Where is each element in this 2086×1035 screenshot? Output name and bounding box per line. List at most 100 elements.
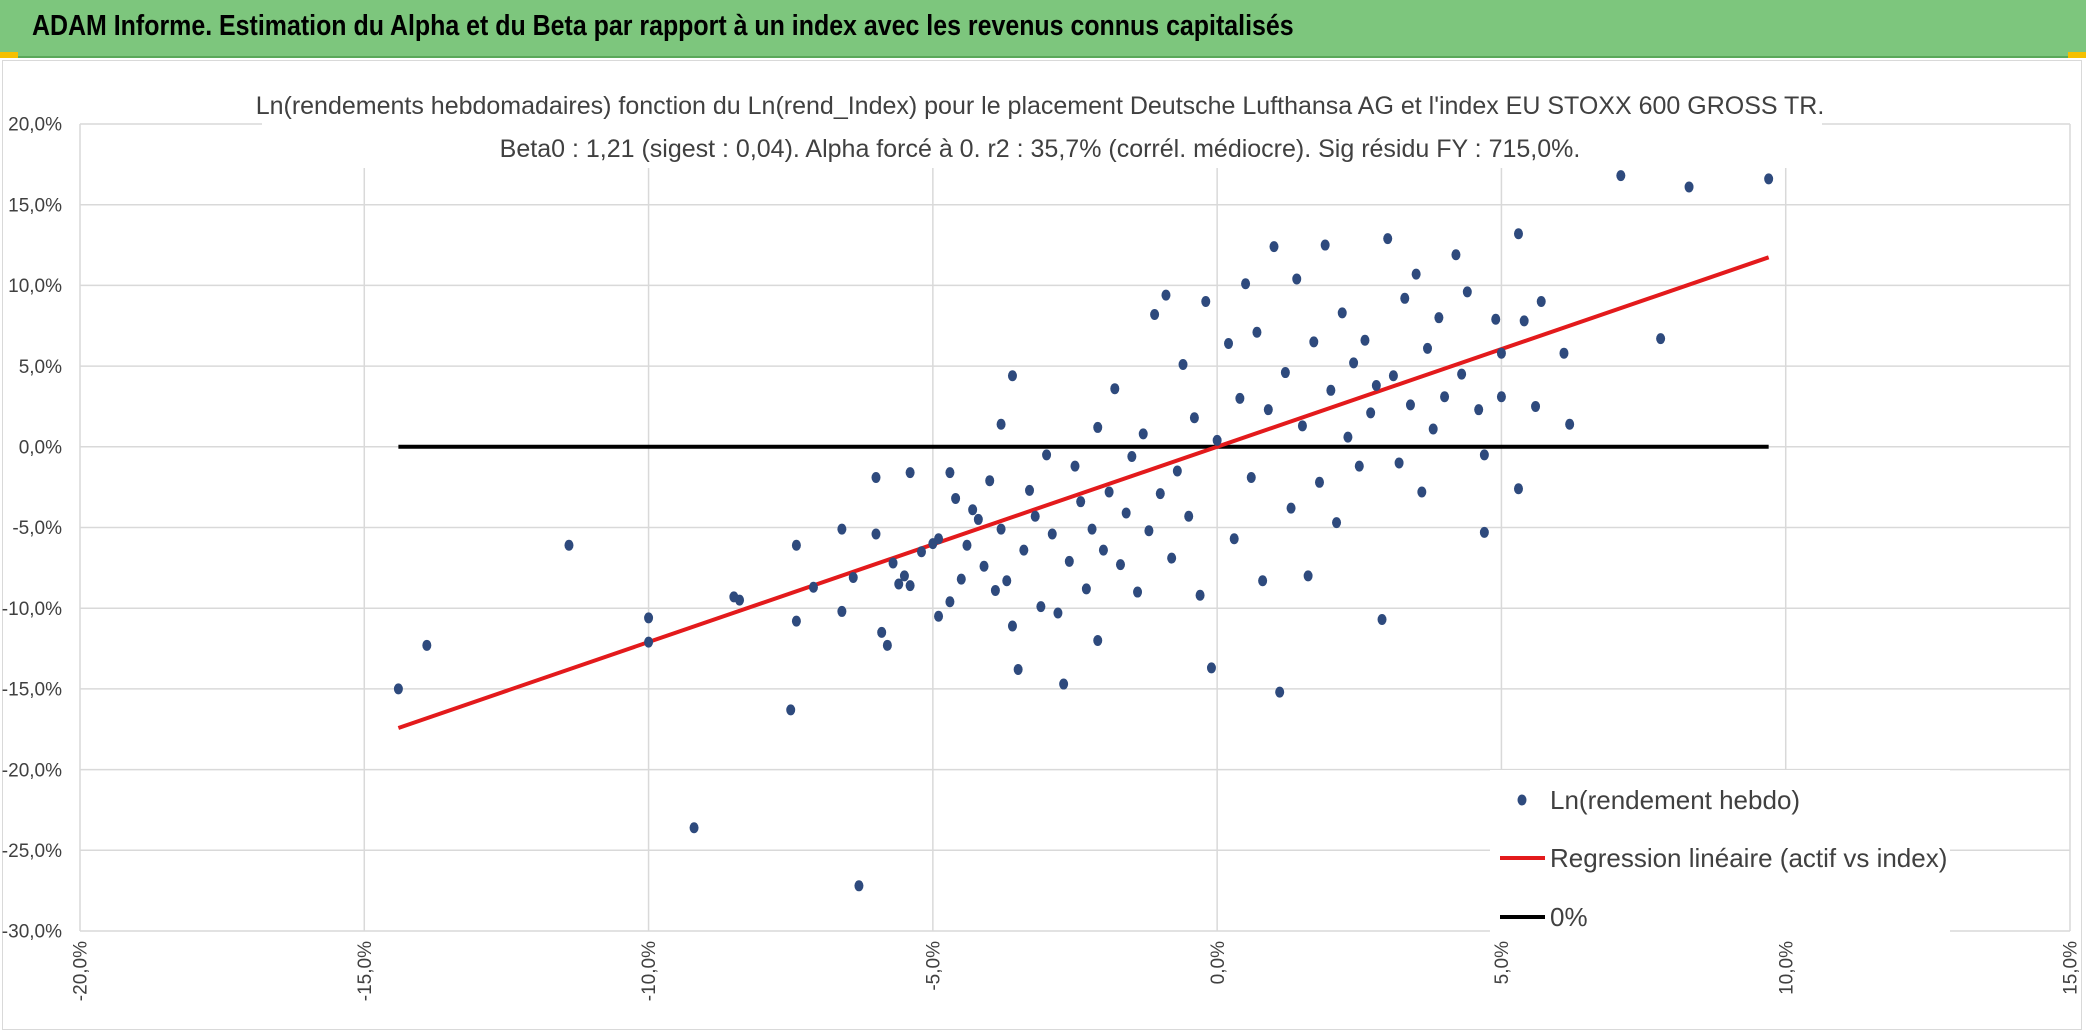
data-point xyxy=(1093,634,1103,646)
data-point xyxy=(1292,273,1302,285)
data-point xyxy=(1150,308,1160,320)
data-point xyxy=(1076,496,1086,508)
data-point xyxy=(644,636,654,648)
data-point xyxy=(1263,404,1273,416)
data-point xyxy=(951,492,961,504)
y-tick-label: -10,0% xyxy=(2,599,62,620)
data-point xyxy=(962,539,972,551)
data-point xyxy=(871,471,881,483)
data-point xyxy=(1195,589,1205,601)
data-point xyxy=(1400,292,1410,304)
title-banner: ADAM Informe. Estimation du Alpha et du … xyxy=(0,0,2086,58)
data-point xyxy=(1144,525,1154,537)
data-point xyxy=(1388,370,1398,382)
data-point xyxy=(1531,400,1541,412)
data-point xyxy=(979,560,989,572)
chart-frame xyxy=(2,60,2082,1030)
data-point xyxy=(1417,486,1427,498)
data-point xyxy=(973,513,983,525)
data-point xyxy=(1286,502,1296,514)
data-point xyxy=(888,557,898,569)
data-point xyxy=(808,581,818,593)
data-point xyxy=(1320,239,1330,251)
data-point xyxy=(1457,368,1467,380)
data-point xyxy=(1178,358,1188,370)
data-point xyxy=(1559,347,1569,359)
data-point xyxy=(1093,421,1103,433)
chart-subtitle: Beta0 : 1,21 (sigest : 0,04). Alpha forc… xyxy=(500,135,1581,163)
data-point xyxy=(1303,570,1313,582)
data-point xyxy=(1513,228,1523,240)
data-point xyxy=(968,504,978,516)
data-point xyxy=(1155,488,1165,500)
data-point xyxy=(871,528,881,540)
data-point xyxy=(1241,278,1251,290)
y-tick-label: 0,0% xyxy=(19,437,62,458)
data-point xyxy=(854,880,864,892)
data-point xyxy=(1224,338,1234,350)
data-point xyxy=(1684,181,1694,193)
data-point xyxy=(945,596,955,608)
data-point xyxy=(1394,457,1404,469)
x-tick-label: -10,0% xyxy=(639,941,660,1001)
data-point xyxy=(877,626,887,638)
data-point xyxy=(1343,431,1353,443)
data-point xyxy=(899,570,909,582)
data-point xyxy=(1314,476,1324,488)
data-point xyxy=(1070,460,1080,472)
data-point xyxy=(1189,412,1199,424)
data-point xyxy=(564,539,574,551)
data-point xyxy=(393,683,403,695)
data-point xyxy=(1115,559,1125,571)
y-tick-label: 5,0% xyxy=(19,357,62,378)
legend-label: 0% xyxy=(1550,902,1588,932)
data-point xyxy=(1337,307,1347,319)
data-point xyxy=(1133,586,1143,598)
data-point xyxy=(1411,268,1421,280)
data-point xyxy=(1383,233,1393,245)
data-point xyxy=(1098,544,1108,556)
data-point xyxy=(1252,326,1262,338)
data-point xyxy=(1007,370,1017,382)
data-point xyxy=(1030,510,1040,522)
x-tick-label: 5,0% xyxy=(1492,941,1513,984)
data-point xyxy=(882,639,892,651)
page-title: ADAM Informe. Estimation du Alpha et du … xyxy=(32,10,1294,42)
data-point xyxy=(1184,510,1194,522)
data-point xyxy=(786,704,796,716)
data-point xyxy=(996,523,1006,535)
data-point xyxy=(1053,607,1063,619)
data-point xyxy=(1212,434,1222,446)
x-tick-label: 10,0% xyxy=(1776,941,1797,995)
data-point xyxy=(1326,384,1336,396)
data-point xyxy=(1019,544,1029,556)
data-point xyxy=(1462,286,1472,298)
data-point xyxy=(1764,173,1774,185)
data-point xyxy=(996,418,1006,430)
axis-tick-labels: -20,0% -15,0% -10,0% -5,0% 0,0% 5,0% 10,0% 15,0… xyxy=(2,115,2082,1002)
data-point xyxy=(1360,334,1370,346)
data-point xyxy=(1536,296,1546,308)
data-point xyxy=(422,639,432,651)
data-point xyxy=(1201,296,1211,308)
data-point xyxy=(1275,686,1285,698)
data-point xyxy=(1081,583,1091,595)
data-point xyxy=(1428,423,1438,435)
data-point xyxy=(1656,333,1666,345)
data-point xyxy=(934,533,944,545)
data-point xyxy=(1104,486,1114,498)
data-point xyxy=(1616,170,1626,182)
data-point xyxy=(1002,575,1012,587)
data-point xyxy=(1167,552,1177,564)
data-point xyxy=(1451,249,1461,261)
y-tick-label: 15,0% xyxy=(8,195,62,216)
y-tick-label: -15,0% xyxy=(2,680,62,701)
data-point xyxy=(1479,449,1489,461)
data-point xyxy=(1349,357,1359,369)
data-point xyxy=(848,572,858,584)
scatter-points xyxy=(393,170,1774,892)
data-point xyxy=(990,584,1000,596)
legend-label: Regression linéaire (actif vs index) xyxy=(1550,843,1947,873)
y-tick-label: -30,0% xyxy=(2,922,62,943)
data-point xyxy=(644,612,654,624)
